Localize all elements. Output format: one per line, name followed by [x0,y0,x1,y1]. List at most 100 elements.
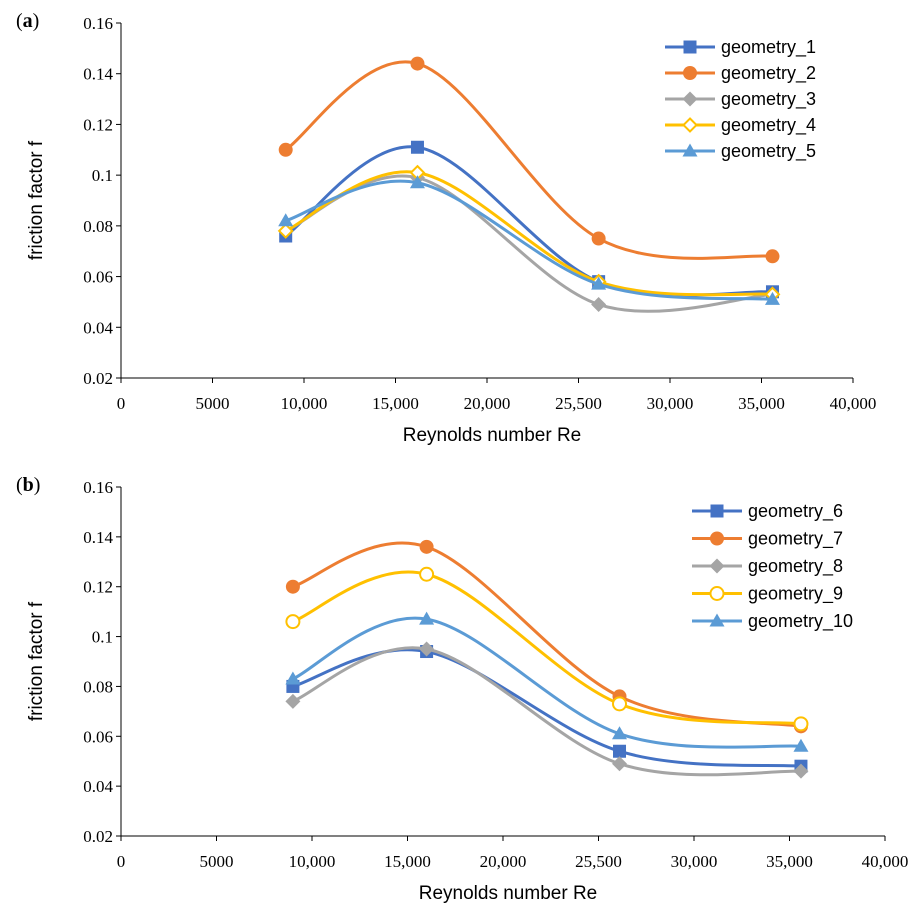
x-tick-label: 0 [117,852,126,871]
x-tick-label: 30,000 [671,852,718,871]
data-point [419,539,434,554]
data-point [419,566,435,582]
series-geometry_10 [285,611,809,752]
series-line [284,145,773,297]
y-tick-label: 0.16 [83,14,113,33]
series-geometry_2 [278,56,780,264]
panel-label-open: ( [16,474,23,496]
legend-label: geometry_10 [748,611,853,632]
x-tick-label: 20,000 [464,394,511,413]
x-tick-label: 20,000 [480,852,527,871]
x-tick-label: 25,500 [555,394,602,413]
x-tick-label: 5000 [200,852,234,871]
series-line [292,646,802,777]
x-tick-label: 15,000 [384,852,431,871]
x-tick-label: 35,000 [766,852,813,871]
legend-label: geometry_9 [748,584,843,605]
series-geometry_5 [278,175,780,305]
legend-marker [682,143,698,157]
panel-label: (a) [16,10,39,32]
x-tick-label: 5000 [196,394,230,413]
data-point [410,56,425,71]
panel-label: (b) [16,474,40,496]
x-tick-label: 15,000 [372,394,419,413]
legend-entry: geometry_4 [665,115,816,136]
x-tick-label: 25,500 [575,852,622,871]
y-tick-label: 0.12 [83,578,113,597]
series-geometry_9 [285,566,809,732]
series-line [285,174,773,313]
series-line [285,170,773,297]
x-tick-label: 10,000 [289,852,336,871]
legend-entry: geometry_8 [692,556,843,577]
panel-label-letter: b [23,474,34,496]
data-point [419,611,435,625]
x-tick-label: 10,000 [281,394,328,413]
legend-marker [709,586,725,601]
data-point [278,142,293,157]
legend-entry: geometry_3 [665,89,816,110]
data-point [764,291,780,305]
panel-label-close: ) [33,10,40,32]
y-tick-label: 0.04 [83,777,113,796]
chart-panel-b: 0.02 0.04 0.06 0.08 0.1 0.12 0.14 0.16 0 5000 10,0… [16,474,908,904]
y-tick-label: 0.14 [83,65,113,84]
y-tick-label: 0.16 [83,478,113,497]
data-point [612,756,628,772]
legend-label: geometry_5 [721,141,816,162]
legend-marker [683,40,697,54]
legend-label: geometry_8 [748,556,843,577]
panel-label-letter: a [23,10,33,32]
y-axis-title: friction factor f [26,601,47,721]
legend-label: geometry_6 [748,501,843,522]
legend-marker [682,91,698,107]
x-tick-label: 40,000 [830,394,877,413]
x-tick-label: 30,000 [647,394,694,413]
legend-label: geometry_7 [748,529,843,550]
series-line [292,570,802,726]
series-geometry_6 [286,645,808,773]
legend-marker [710,531,724,546]
y-tick-label: 0.02 [83,369,113,388]
data-point [613,744,627,758]
data-point [793,716,809,732]
legend-entry: geometry_5 [665,141,816,162]
data-point [410,140,424,154]
data-point [591,231,606,246]
y-tick-label: 0.06 [83,727,113,746]
y-tick-label: 0.1 [92,166,113,185]
y-tick-label: 0.08 [83,217,113,236]
data-point [612,696,628,712]
chart-panel-a: 0.02 0.04 0.06 0.08 0.1 0.12 0.14 0.16 0 5000 10,0… [16,10,876,446]
series-line [292,616,802,749]
series-line [285,179,773,301]
series-geometry_7 [285,539,808,734]
x-axis-title: Reynolds number Re [403,425,581,446]
series-geometry_4 [277,164,781,303]
series-geometry_8 [285,641,809,779]
data-point [591,296,607,312]
panel-label-close: ) [34,474,41,496]
data-point [612,726,628,740]
legend-entry: geometry_1 [665,37,816,58]
data-point [591,276,607,290]
legend-marker [682,117,698,133]
x-tick-label: 35,000 [738,394,785,413]
legend-marker [709,558,725,574]
y-tick-label: 0.1 [92,628,113,647]
series-geometry_1 [279,140,779,299]
legend-label: geometry_2 [721,63,816,84]
y-tick-label: 0.14 [83,528,113,547]
y-tick-label: 0.02 [83,827,113,846]
y-tick-label: 0.12 [83,115,113,134]
data-point [278,213,294,227]
y-tick-label: 0.08 [83,677,113,696]
data-point [285,671,301,685]
legend-label: geometry_1 [721,37,816,58]
legend-marker [710,504,724,518]
x-tick-label: 40,000 [862,852,909,871]
data-point [793,763,809,779]
data-point [285,579,300,594]
legend-entry: geometry_10 [692,611,853,632]
